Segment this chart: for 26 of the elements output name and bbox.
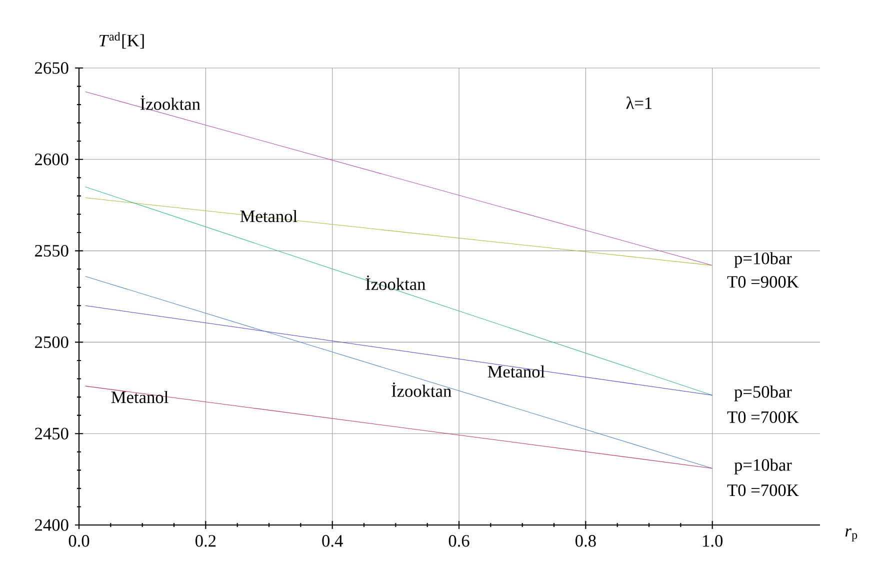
y-tick-label: 2600 xyxy=(35,154,68,166)
annotation: p=50bar xyxy=(734,386,792,402)
y-axis-title: T$^{ad}$[K] xyxy=(99,32,144,49)
annotation: Metanol xyxy=(111,390,168,404)
annotation: p=10bar xyxy=(734,252,792,268)
annotation: Metanol xyxy=(240,210,298,222)
annotation: T0 =700K xyxy=(727,411,799,423)
x-tick-label: 0.0 xyxy=(68,535,90,547)
x-tick-label: 1.0 xyxy=(703,535,723,547)
x-tick-label: 0.8 xyxy=(576,535,596,547)
x-tick-label: 0.6 xyxy=(448,535,470,547)
annotation: İzooktan xyxy=(392,382,452,397)
y-tick-label: 2500 xyxy=(35,336,68,348)
x-tick-label: 0.4 xyxy=(322,535,343,547)
x-axis-title: r$_{p}$ xyxy=(845,528,858,542)
annotation: λ=1 xyxy=(626,96,652,109)
annotation: İzooktan xyxy=(140,96,200,110)
y-tick-label: 2400 xyxy=(35,519,68,531)
annotation: T0 =900K xyxy=(727,276,799,288)
x-tick-label: 0.2 xyxy=(196,535,216,547)
annotation: T0 =700K xyxy=(727,484,799,496)
annotation: p=10bar xyxy=(734,458,792,474)
y-tick-label: 2650 xyxy=(35,62,68,74)
annotation: Metanol xyxy=(488,365,545,378)
y-tick-label: 2550 xyxy=(35,244,68,257)
y-tick-label: 2450 xyxy=(35,428,68,440)
